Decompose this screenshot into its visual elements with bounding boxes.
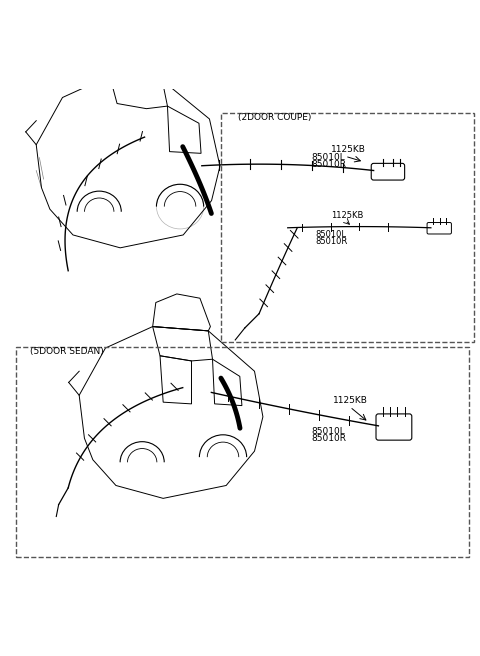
Text: 1125KB: 1125KB xyxy=(333,396,368,405)
Text: 85010L: 85010L xyxy=(312,153,345,162)
Text: 85010L: 85010L xyxy=(312,427,345,436)
Text: 85010R: 85010R xyxy=(312,434,347,443)
Text: 1125KB: 1125KB xyxy=(331,211,363,220)
Text: 85010R: 85010R xyxy=(312,159,347,169)
Text: 1125KB: 1125KB xyxy=(331,146,366,154)
Text: (2DOOR COUPE): (2DOOR COUPE) xyxy=(238,113,311,123)
Text: (5DOOR SEDAN): (5DOOR SEDAN) xyxy=(30,347,104,356)
Text: 85010R: 85010R xyxy=(315,237,348,245)
Text: 85010L: 85010L xyxy=(315,230,347,239)
